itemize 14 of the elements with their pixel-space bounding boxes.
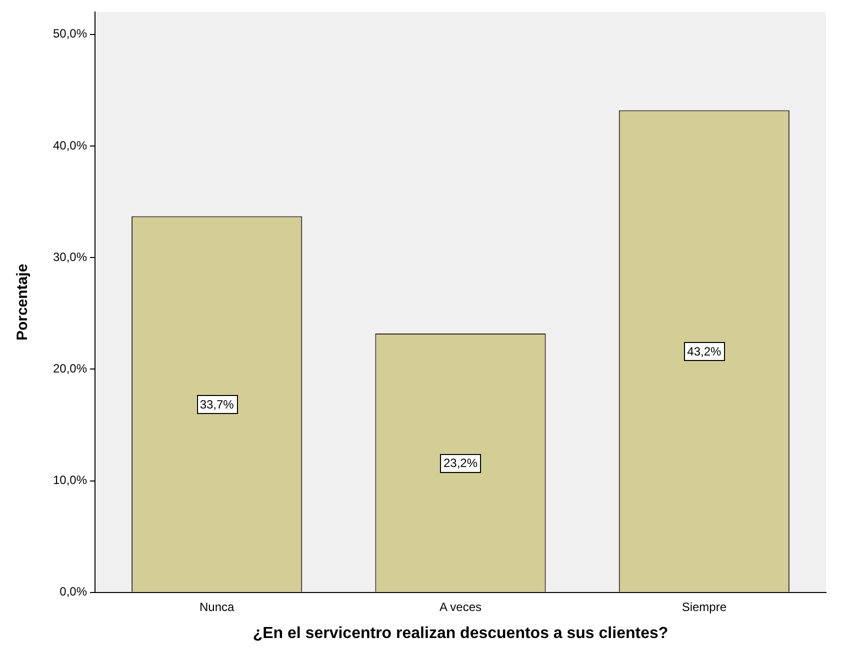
y-tick-label: 30,0% — [52, 250, 88, 264]
y-tick-label: 40,0% — [52, 138, 88, 152]
data-label: 23,2% — [443, 456, 478, 470]
y-tick-label: 10,0% — [52, 473, 88, 488]
x-tick-label: Nunca — [199, 600, 235, 614]
y-tick-label: 50,0% — [52, 26, 88, 41]
y-tick-label: 20,0% — [52, 361, 88, 376]
y-tick-label: 0,0% — [60, 584, 88, 599]
x-axis-title: ¿En el servicentro realizan descuentos a sus clientes? — [252, 624, 668, 642]
data-label: 33,7% — [200, 398, 234, 412]
y-axis-title: Porcentaje — [14, 264, 32, 341]
x-tick-label: A veces — [439, 600, 482, 614]
data-label: 43,2% — [687, 344, 722, 359]
x-tick-label: Siempre — [682, 600, 727, 614]
